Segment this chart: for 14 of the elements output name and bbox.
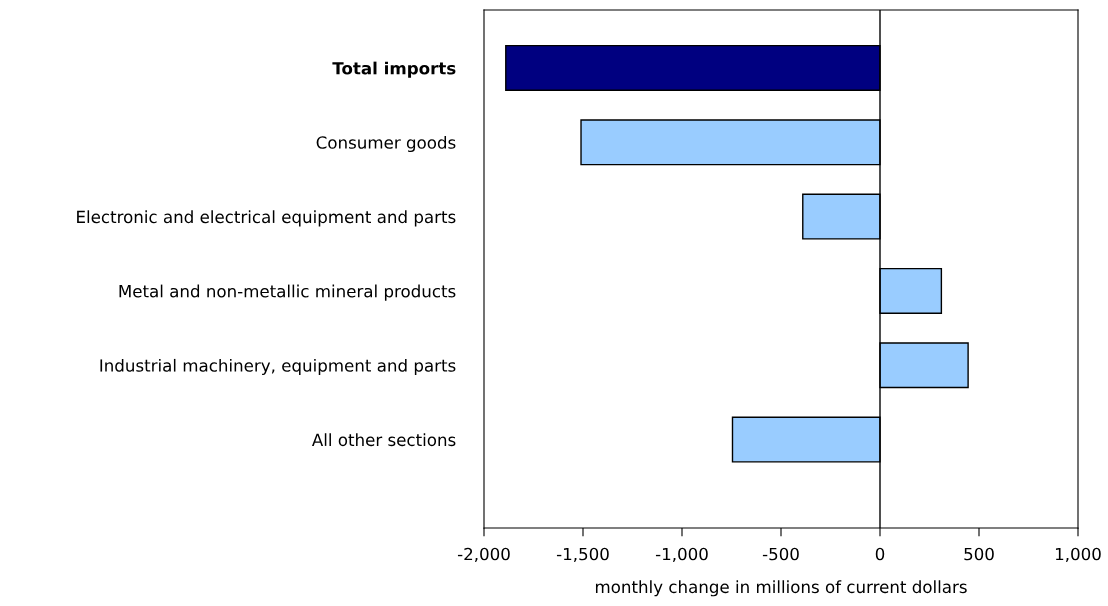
y-tick-label: All other sections xyxy=(311,433,456,447)
x-tick-label: 500 xyxy=(964,547,994,561)
x-axis-title: monthly change in millions of current dollars xyxy=(595,580,967,597)
y-tick-label: Electronic and electrical equipment and parts xyxy=(77,210,456,227)
y-tick-label: Metal and non-metallic mineral products xyxy=(119,284,456,301)
y-tick-label: Consumer goods xyxy=(316,135,456,153)
x-tick-label: -500 xyxy=(762,547,799,561)
x-tick-label: 0 xyxy=(875,547,885,561)
x-tick-label: -1,000 xyxy=(655,547,708,563)
x-tick-label: -2,000 xyxy=(457,547,510,563)
x-tick-label: -1,500 xyxy=(556,547,609,563)
y-tick-label: Total imports xyxy=(332,61,456,78)
y-tick-label: Industrial machinery, equipment and parts xyxy=(100,358,456,376)
x-tick-label: 1,000 xyxy=(1055,547,1101,563)
